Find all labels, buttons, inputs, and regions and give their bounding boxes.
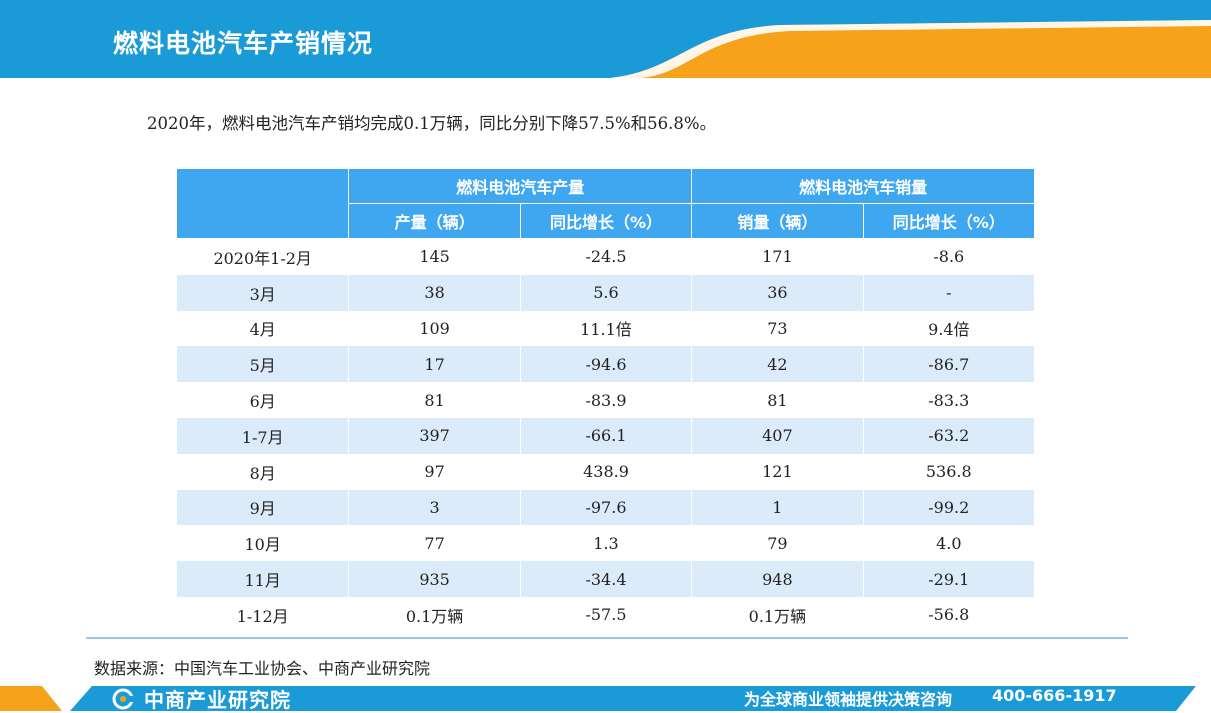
cell-row-label: 1-7月 <box>175 417 350 454</box>
cell-row-label: 9月 <box>175 489 350 526</box>
cell-sales-yoy: -8.6 <box>862 238 1036 275</box>
cell-sales-units: 121 <box>691 453 864 490</box>
table-row: 6月 81 -83.9 81 -83.3 <box>175 382 1036 418</box>
cell-sales-yoy: -29.1 <box>862 561 1036 597</box>
cell-row-label: 8月 <box>175 453 350 490</box>
cell-sales-units: 42 <box>691 346 864 383</box>
fuel-cell-data-table: 燃料电池汽车产量 燃料电池汽车销量 产量（辆） 同比增长（%） 销量（辆） 同比… <box>175 168 1036 633</box>
table-row: 1-7月 397 -66.1 407 -63.2 <box>175 417 1036 454</box>
logo-mark-icon <box>112 688 137 709</box>
cell-production-yoy: 438.9 <box>519 453 693 490</box>
cell-production-yoy: -34.4 <box>519 561 693 597</box>
cell-production-yoy: 11.1倍 <box>519 310 693 347</box>
cell-sales-yoy: -63.2 <box>862 417 1036 454</box>
cell-production-units: 17 <box>348 346 521 383</box>
footer-banner <box>0 682 1211 711</box>
summary-text: 2020年，燃料电池汽车产销均完成0.1万辆，同比分别下降57.5%和56.8%… <box>147 114 717 133</box>
header-banner: 燃料电池汽车产销情况 <box>0 0 1211 80</box>
data-source: 数据来源：中国汽车工业协会、中商产业研究院 <box>94 659 431 678</box>
header-corner <box>175 168 350 239</box>
table-row: 5月 17 -94.6 42 -86.7 <box>175 346 1036 383</box>
table-row: 9月 3 -97.6 1 -99.2 <box>175 489 1036 526</box>
cell-production-units: 81 <box>348 382 521 418</box>
cell-sales-yoy: -99.2 <box>862 489 1036 526</box>
cell-sales-units: 171 <box>691 238 864 275</box>
cell-sales-units: 948 <box>691 561 864 597</box>
cell-production-yoy: 1.3 <box>519 525 693 562</box>
cell-production-units: 3 <box>348 489 521 526</box>
cell-row-label: 11月 <box>175 561 350 597</box>
cell-production-units: 38 <box>348 274 521 311</box>
table-row: 8月 97 438.9 121 536.8 <box>175 453 1036 490</box>
table-row: 11月 935 -34.4 948 -29.1 <box>175 561 1036 597</box>
cell-production-units: 935 <box>348 561 521 597</box>
cell-row-label: 2020年1-2月 <box>175 238 350 275</box>
col-header-production-yoy: 同比增长（%） <box>519 203 693 239</box>
cell-production-yoy: -97.6 <box>519 489 693 526</box>
cell-row-label: 6月 <box>175 382 350 418</box>
cell-row-label: 4月 <box>175 310 350 347</box>
cell-production-yoy: -24.5 <box>519 238 693 275</box>
page-title: 燃料电池汽车产销情况 <box>113 29 374 58</box>
table-body: 2020年1-2月 145 -24.5 171 -8.6 3月 38 5.6 36-4月 109 1… <box>175 238 1036 633</box>
divider <box>86 637 1128 639</box>
cell-sales-units: 36 <box>691 274 864 311</box>
footer-shape <box>0 686 1196 711</box>
cell-production-units: 0.1万辆 <box>348 596 521 633</box>
cell-sales-yoy: -56.8 <box>862 596 1036 633</box>
table-row: 4月 109 11.1倍 73 9.4倍 <box>175 310 1036 347</box>
cell-sales-units: 73 <box>691 310 864 347</box>
cell-production-units: 145 <box>348 238 521 275</box>
cell-production-units: 397 <box>348 417 521 454</box>
cell-production-units: 77 <box>348 525 521 562</box>
cell-production-yoy: -66.1 <box>519 417 693 454</box>
cell-production-yoy: -83.9 <box>519 382 693 418</box>
cell-production-yoy: -94.6 <box>519 346 693 383</box>
footer-phone: 400-666-1917 <box>992 686 1117 705</box>
col-header-production-units: 产量（辆） <box>348 203 521 239</box>
cell-row-label: 10月 <box>175 525 350 562</box>
table-row: 1-12月 0.1万辆 -57.5 0.1万辆 -56.8 <box>175 596 1036 633</box>
group-header-production: 燃料电池汽车产量 <box>348 168 693 204</box>
col-header-sales-yoy: 同比增长（%） <box>862 203 1036 239</box>
cell-row-label: 5月 <box>175 346 350 383</box>
cell-sales-units: 407 <box>691 417 864 454</box>
cell-sales-yoy: 4.0 <box>862 525 1036 562</box>
table-row: 3月 38 5.6 36- <box>175 274 1036 311</box>
table-row: 2020年1-2月 145 -24.5 171 -8.6 <box>175 238 1036 275</box>
table-row: 10月 77 1.3 79 4.0 <box>175 525 1036 562</box>
footer-slogan: 为全球商业领袖提供决策咨询 <box>744 690 953 709</box>
cell-production-units: 97 <box>348 453 521 490</box>
cell-sales-units: 0.1万辆 <box>691 596 864 633</box>
header-shape <box>0 0 1211 78</box>
cell-sales-units: 1 <box>691 489 864 526</box>
cell-row-label: 3月 <box>175 274 350 311</box>
cell-sales-units: 79 <box>691 525 864 562</box>
company-logo: 中商产业研究院 <box>112 684 291 713</box>
cell-sales-yoy: -83.3 <box>862 382 1036 418</box>
col-header-sales-units: 销量（辆） <box>691 203 864 239</box>
cell-sales-yoy: - <box>862 274 1036 311</box>
cell-sales-units: 81 <box>691 382 864 418</box>
cell-sales-yoy: 9.4倍 <box>862 310 1036 347</box>
logo-text: 中商产业研究院 <box>144 688 291 712</box>
group-header-sales: 燃料电池汽车销量 <box>691 168 1035 204</box>
cell-production-yoy: 5.6 <box>519 274 693 311</box>
cell-sales-yoy: 536.8 <box>862 453 1036 490</box>
cell-sales-yoy: -86.7 <box>862 346 1036 383</box>
cell-production-yoy: -57.5 <box>519 596 693 633</box>
cell-production-units: 109 <box>348 310 521 347</box>
cell-row-label: 1-12月 <box>175 596 350 633</box>
